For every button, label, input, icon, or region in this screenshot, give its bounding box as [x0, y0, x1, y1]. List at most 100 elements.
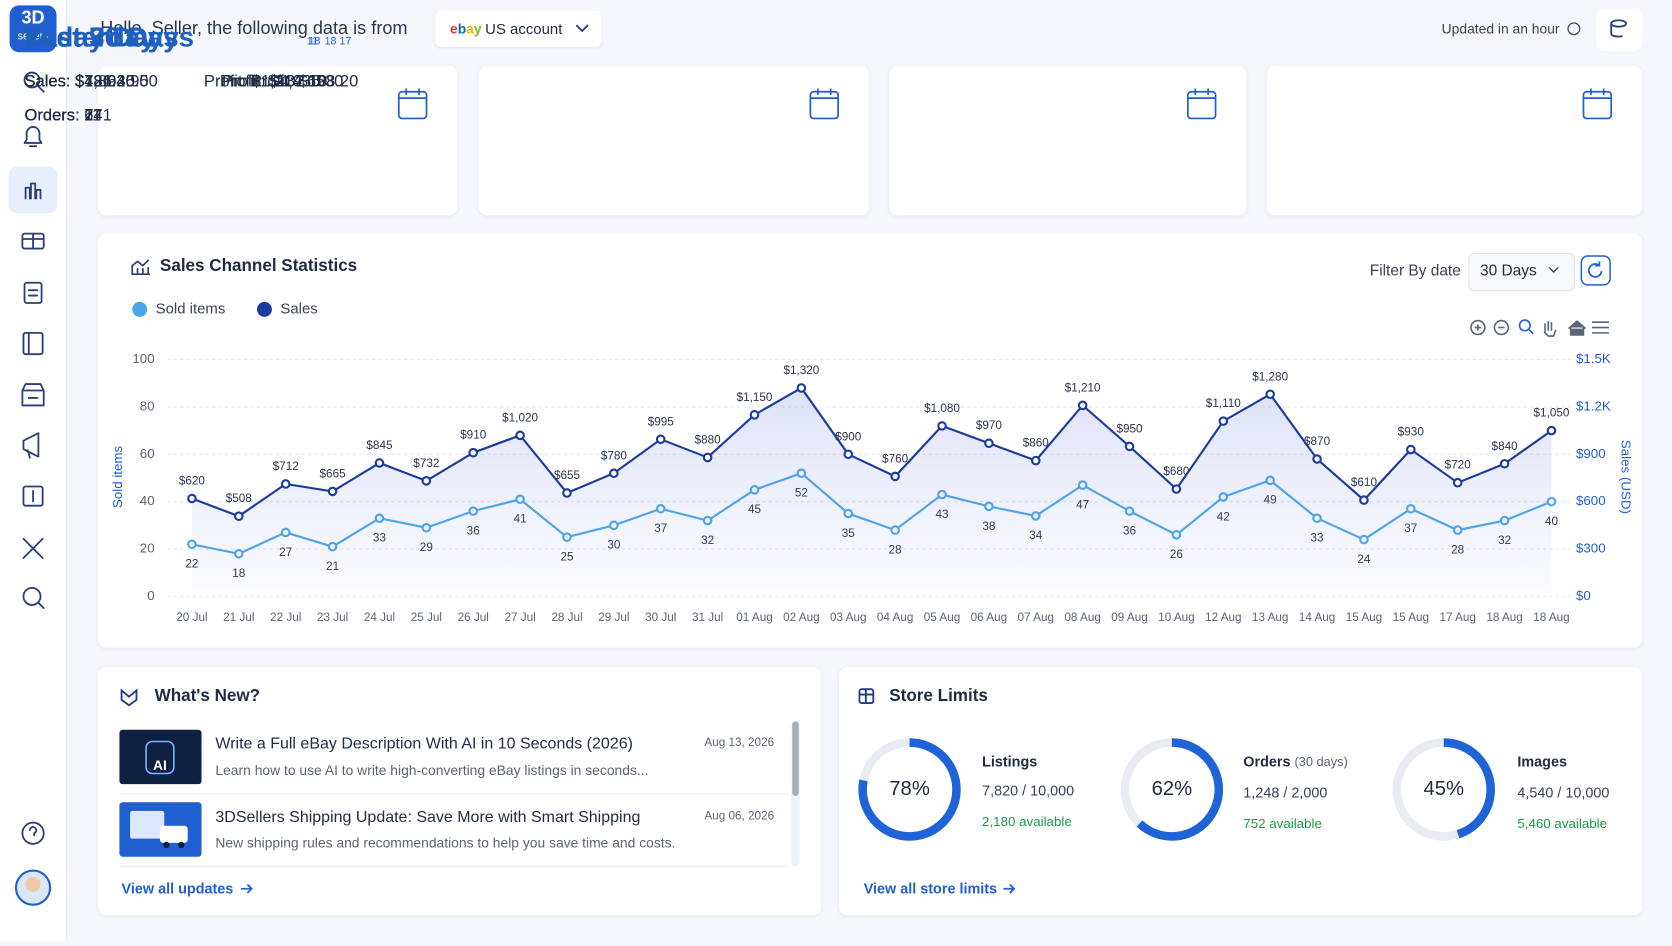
- x-tick-label: 02 Aug: [783, 611, 819, 624]
- refresh-button[interactable]: [1580, 255, 1611, 286]
- panel-icons: [120, 688, 1016, 894]
- point: [796, 383, 807, 393]
- point: [515, 430, 525, 441]
- card-orders: Orders: 241: [24, 106, 112, 125]
- greeting: Hello, Seller, the following data is fro…: [100, 18, 408, 39]
- x-tick-label: 20 Jul: [176, 611, 207, 624]
- point: [1452, 477, 1463, 488]
- update-desc: New shipping rules and recommendations t…: [215, 834, 676, 851]
- update-date: Aug 13, 2026: [704, 736, 775, 749]
- x-tick-label: 15 Aug: [1393, 611, 1429, 624]
- calendar-icon: [809, 88, 839, 120]
- point: [280, 479, 291, 489]
- data-label: $620: [179, 475, 206, 488]
- data-label: $655: [554, 469, 581, 482]
- thumb-text: AI: [153, 756, 167, 773]
- point: [1265, 389, 1275, 400]
- x-tick-label: 01 Aug: [736, 611, 772, 624]
- data-label: $930: [1398, 426, 1425, 439]
- point: [702, 452, 713, 463]
- stat-card: [889, 66, 1247, 216]
- x-tick-label: 10 Aug: [1158, 611, 1194, 624]
- view-updates-link[interactable]: View all updates: [121, 880, 234, 897]
- card-sales: Sales: $18,940.50: [24, 72, 158, 91]
- account-select[interactable]: [435, 10, 602, 47]
- data-label: $870: [1304, 435, 1331, 448]
- point: [1030, 455, 1041, 466]
- limit-available: 752 available: [1243, 816, 1322, 832]
- filter-select[interactable]: [1468, 252, 1575, 292]
- view-limits-link[interactable]: View all store limits: [863, 880, 998, 897]
- card-orders: Orders: 7: [24, 106, 94, 125]
- donut-label: 45%: [1423, 777, 1465, 801]
- data-label: $1,050: [1534, 407, 1570, 420]
- calendar-day: 11: [306, 35, 318, 48]
- x-tick-label: 24 Jul: [364, 611, 395, 624]
- sidebar: [0, 0, 68, 942]
- data-label: $665: [320, 467, 347, 480]
- logo[interactable]: [9, 5, 57, 53]
- point: [421, 476, 432, 486]
- x-tick-label: 03 Aug: [830, 611, 866, 624]
- x-tick-label: 28 Jul: [551, 611, 582, 624]
- x-tick-label: 14 Aug: [1299, 611, 1335, 624]
- point: [655, 434, 666, 445]
- x-tick-label: 30 Jul: [645, 611, 676, 624]
- data-label: $1,320: [783, 364, 819, 377]
- nav-icons[interactable]: [21, 71, 45, 845]
- data-label: $880: [695, 433, 722, 446]
- limit-usage: 1,248 / 2,000: [1243, 784, 1328, 801]
- data-label: $760: [882, 452, 909, 465]
- y2-tick-label: $300: [1576, 541, 1606, 556]
- card-sales: Sales: $486.40: [24, 72, 135, 91]
- legend-swatch: [256, 301, 272, 317]
- point: [749, 410, 760, 420]
- x-tick-label: 06 Aug: [971, 611, 1007, 624]
- x-tick-label: 26 Jul: [458, 611, 489, 624]
- logo-text: 3D: [21, 7, 45, 28]
- data-label: $712: [273, 460, 299, 473]
- update-title[interactable]: 3DSellers Shipping Update: Save More wit…: [215, 808, 641, 827]
- filter-value[interactable]: 30 Days: [1480, 262, 1537, 280]
- y-tick-label: 0: [147, 588, 154, 603]
- data-label: $508: [226, 492, 253, 505]
- active-bg: [8, 166, 58, 214]
- store-limits-panel: [839, 666, 1643, 916]
- card-profit: Profit: $4,936.30: [222, 72, 344, 91]
- y2-tick-label: $1.5K: [1576, 351, 1611, 366]
- point: [1077, 400, 1088, 411]
- x-tick-label: 31 Jul: [692, 611, 723, 624]
- stat-card: [1266, 66, 1643, 216]
- y-tick-label: 40: [140, 493, 155, 508]
- y-axis-title: Sold items: [110, 445, 125, 508]
- point: [468, 447, 479, 458]
- data-label: $732: [413, 457, 439, 470]
- filter-label: Filter By date: [1369, 262, 1461, 280]
- calendar-day: 17: [339, 35, 352, 48]
- logo-sub: sellers: [17, 30, 49, 43]
- chart-title: Sales Channel Statistics: [159, 257, 358, 276]
- point: [1171, 484, 1182, 494]
- updated-note: Updated in an hour: [1441, 20, 1560, 37]
- avatar-face: [25, 876, 41, 892]
- chart-toolbar[interactable]: [1470, 319, 1610, 337]
- point: [374, 458, 385, 468]
- data-label: $845: [366, 439, 393, 452]
- point: [1546, 425, 1557, 436]
- account-label[interactable]: US account: [485, 20, 563, 38]
- data-label: $610: [1351, 476, 1378, 489]
- db-button[interactable]: [1596, 8, 1643, 52]
- data-label: $910: [460, 429, 487, 442]
- limit-name: Listings: [982, 753, 1038, 770]
- stat-card: [478, 66, 870, 216]
- y2-axis-title: Sales (USD): [1619, 440, 1634, 514]
- update-title[interactable]: Write a Full eBay Description With AI in…: [215, 734, 633, 753]
- x-tick-label: 05 Aug: [924, 611, 960, 624]
- calendar-icon: [1187, 88, 1217, 120]
- x-tick-label: 18 Aug: [1486, 611, 1522, 624]
- point: [1499, 458, 1510, 469]
- point: [1406, 444, 1416, 455]
- data-label: $1,150: [737, 391, 773, 404]
- y-tick-label: 100: [132, 351, 154, 366]
- x-tick-label: 07 Aug: [1018, 611, 1054, 624]
